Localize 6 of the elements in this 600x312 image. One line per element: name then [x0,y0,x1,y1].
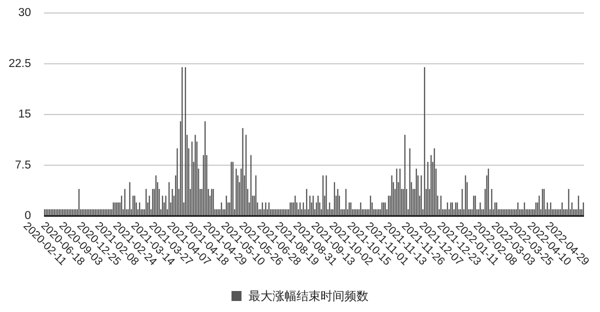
legend-label: 最大涨幅结束时间频数 [248,289,368,303]
y-tick-label: 22.5 [8,58,31,70]
y-tick-label: 30 [18,7,31,19]
y-tick-label: 7.5 [15,159,31,172]
y-tick-label: 15 [18,108,31,120]
y-tick-label: 0 [24,210,31,222]
